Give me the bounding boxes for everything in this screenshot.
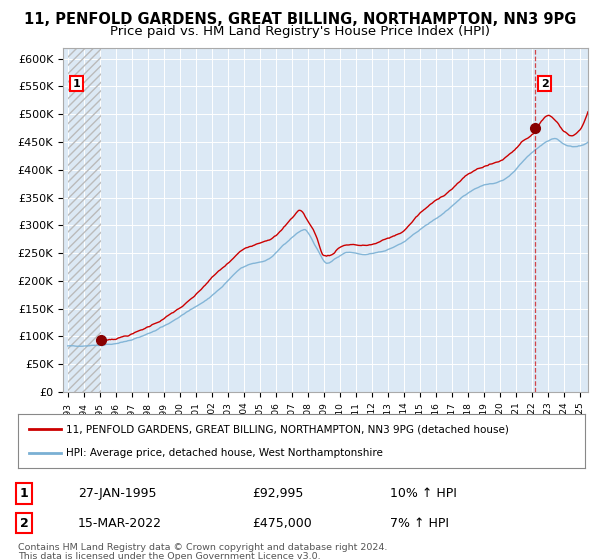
Text: 11, PENFOLD GARDENS, GREAT BILLING, NORTHAMPTON, NN3 9PG (detached house): 11, PENFOLD GARDENS, GREAT BILLING, NORT… [66, 424, 509, 435]
Text: 2: 2 [541, 79, 548, 88]
Text: Contains HM Land Registry data © Crown copyright and database right 2024.: Contains HM Land Registry data © Crown c… [18, 543, 388, 552]
Text: 1: 1 [20, 487, 28, 500]
Text: 2: 2 [20, 516, 28, 530]
Text: 27-JAN-1995: 27-JAN-1995 [78, 487, 157, 500]
Text: 10% ↑ HPI: 10% ↑ HPI [390, 487, 457, 500]
Text: 15-MAR-2022: 15-MAR-2022 [78, 516, 162, 530]
Text: 7% ↑ HPI: 7% ↑ HPI [390, 516, 449, 530]
Text: £475,000: £475,000 [252, 516, 312, 530]
Text: 1: 1 [73, 79, 80, 88]
Text: HPI: Average price, detached house, West Northamptonshire: HPI: Average price, detached house, West… [66, 447, 383, 458]
Text: This data is licensed under the Open Government Licence v3.0.: This data is licensed under the Open Gov… [18, 552, 320, 560]
Text: Price paid vs. HM Land Registry's House Price Index (HPI): Price paid vs. HM Land Registry's House … [110, 25, 490, 38]
Text: £92,995: £92,995 [252, 487, 304, 500]
Text: 11, PENFOLD GARDENS, GREAT BILLING, NORTHAMPTON, NN3 9PG: 11, PENFOLD GARDENS, GREAT BILLING, NORT… [24, 12, 576, 27]
